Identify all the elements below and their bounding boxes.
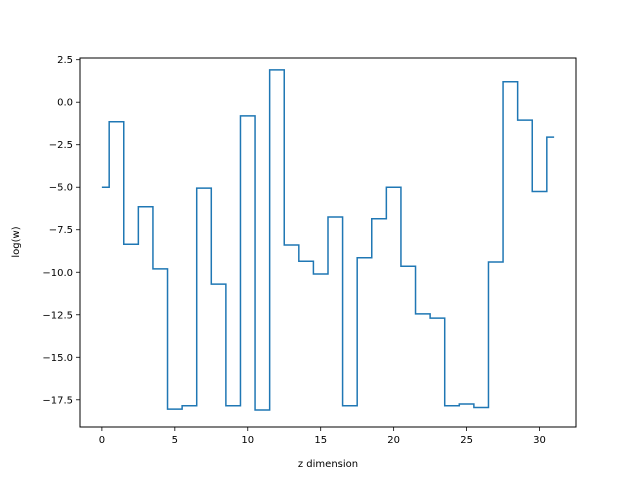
y-tick-label: 2.5 bbox=[57, 55, 73, 66]
y-tick-label: −7.5 bbox=[49, 225, 73, 236]
y-tick-label: −5.0 bbox=[49, 183, 73, 194]
axes-frame bbox=[79, 57, 577, 428]
x-tick-label: 15 bbox=[314, 435, 327, 446]
y-tick-label: −2.5 bbox=[49, 140, 73, 151]
y-tick-label: −17.5 bbox=[42, 395, 73, 406]
x-tick-label: 0 bbox=[99, 435, 105, 446]
y-tick-label: −12.5 bbox=[42, 310, 73, 321]
x-tick-label: 5 bbox=[172, 435, 178, 446]
x-tick-label: 25 bbox=[460, 435, 473, 446]
x-axis-label: z dimension bbox=[298, 459, 358, 470]
y-axis-label: log(w) bbox=[11, 226, 22, 257]
x-tick-label: 20 bbox=[387, 435, 400, 446]
x-tick-label: 10 bbox=[241, 435, 254, 446]
x-tick-label: 30 bbox=[533, 435, 546, 446]
y-tick-label: −10.0 bbox=[42, 268, 73, 279]
y-tick-label: 0.0 bbox=[57, 98, 73, 109]
series-line bbox=[101, 69, 555, 411]
y-tick-label: −15.0 bbox=[42, 353, 73, 364]
